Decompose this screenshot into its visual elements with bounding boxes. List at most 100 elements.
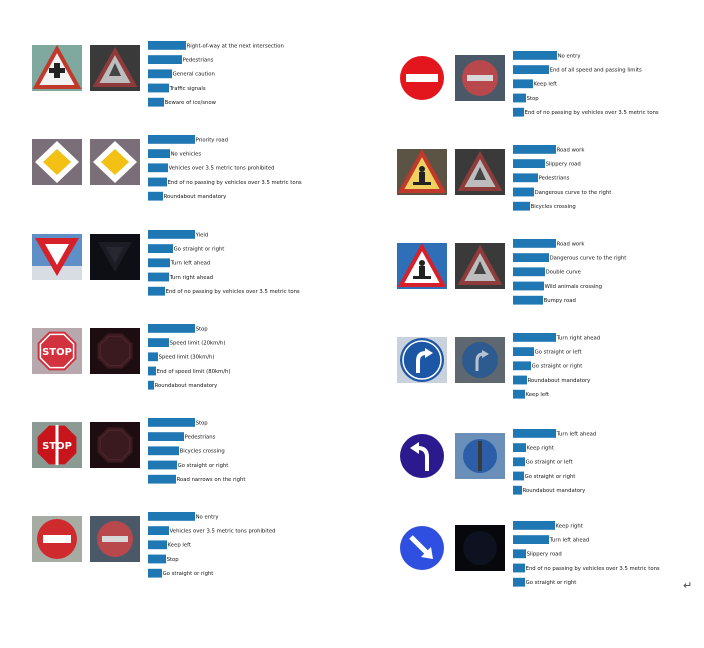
bar	[513, 51, 557, 60]
bar-label: Roundabout mandatory	[528, 378, 591, 384]
bar-label: End of speed limit (80km/h)	[157, 369, 231, 375]
bar-label: Vehicles over 3.5 metric tons prohibited	[169, 166, 275, 172]
top5-bar-chart: No entry Vehicles over 3.5 metric tons pr…	[148, 512, 276, 578]
bar	[148, 286, 165, 296]
bar	[148, 97, 164, 107]
bar-label: General caution	[173, 72, 215, 78]
top5-bar-chart: Right-of-way at the next intersection Ped…	[148, 41, 284, 107]
top5-bar-chart: Stop Speed limit (20km/h) Speed limit (30k…	[148, 324, 231, 390]
sign-picture	[397, 55, 447, 101]
sign-picture	[32, 45, 82, 91]
input-sign-image: STOP	[32, 422, 82, 468]
sign-picture	[455, 149, 505, 195]
prediction-panel-2: No entry End of all speed and passing lim…	[397, 51, 704, 135]
bar-label: Go straight or right	[526, 580, 577, 586]
sign-picture	[32, 139, 82, 185]
bar	[513, 333, 556, 342]
bar-label: Stop	[196, 420, 209, 426]
sign-picture	[397, 149, 447, 195]
prediction-panel-11: No entry Vehicles over 3.5 metric tons pr…	[32, 512, 362, 596]
bar	[148, 69, 172, 79]
bar	[148, 568, 162, 578]
bar	[513, 239, 556, 248]
bar-label: Pedestrians	[539, 176, 570, 182]
bar	[148, 41, 186, 50]
bar	[513, 429, 556, 438]
bar-label: Go straight or left	[526, 460, 573, 466]
sign-picture	[455, 55, 505, 101]
bar-label: Turn right ahead	[556, 335, 601, 341]
prediction-panel-4: Road work Slippery road Pedestrians Dangero…	[397, 145, 704, 229]
sign-picture: STOP	[32, 328, 82, 374]
bar	[148, 540, 167, 550]
bar-label: Keep left	[526, 392, 549, 398]
bar-label: Pedestrians	[185, 435, 216, 441]
processed-sign-image	[455, 525, 505, 571]
bar-label: Turn left ahead	[170, 261, 211, 267]
bar-label: Bicycles crossing	[531, 204, 576, 210]
top5-bar-chart: Road work Slippery road Pedestrians Dangero…	[513, 145, 612, 211]
bar	[513, 173, 538, 183]
bar-label: Roundabout mandatory	[155, 383, 218, 389]
bar	[513, 389, 525, 399]
bar	[148, 338, 169, 347]
bar-label: Vehicles over 3.5 metric tons prohibited	[170, 529, 276, 535]
bar-label: Go straight or right	[178, 463, 229, 469]
bar	[148, 244, 173, 253]
bar-label: End of no passing by vehicles over 3.5 m…	[525, 110, 659, 116]
processed-sign-image	[455, 433, 505, 479]
bar-label: Turn left ahead	[556, 431, 597, 437]
bar	[513, 201, 530, 211]
bar-label: Dangerous curve to the right	[535, 190, 612, 196]
bar-label: Go straight or right	[532, 364, 583, 370]
processed-sign-image	[455, 337, 505, 383]
bar	[513, 187, 534, 197]
bar-label: Priority road	[196, 137, 228, 143]
bar-label: Bumpy road	[544, 298, 576, 304]
sign-picture	[455, 243, 505, 289]
bar	[148, 432, 184, 441]
bar-label: Keep left	[534, 82, 557, 88]
sign-picture	[32, 234, 82, 280]
bar	[513, 443, 526, 452]
bar	[148, 258, 170, 268]
bar	[513, 107, 524, 117]
bar	[148, 163, 168, 173]
bar	[513, 535, 549, 544]
bar-label: Roundabout mandatory	[164, 194, 227, 200]
sign-picture	[90, 516, 140, 562]
prediction-panel-12: Keep right Turn left ahead Slippery road En…	[397, 521, 704, 605]
bar	[148, 230, 195, 239]
top5-bar-chart: Road work Dangerous curve to the right Dou…	[513, 239, 626, 305]
bar-label: Go straight or left	[535, 350, 582, 356]
bar	[148, 352, 158, 362]
return-mark: ↵	[683, 579, 693, 592]
prediction-panel-6: Road work Dangerous curve to the right Dou…	[397, 239, 704, 323]
bar-label: Road narrows on the right	[177, 477, 246, 483]
bar	[148, 272, 169, 282]
bar	[148, 135, 195, 144]
bar-label: No entry	[196, 514, 219, 520]
sign-picture: STOP	[32, 422, 82, 468]
bar-label: Beware of ice/snow	[165, 100, 217, 106]
processed-sign-image	[90, 516, 140, 562]
processed-sign-image	[455, 243, 505, 289]
bar-label: End of no passing by vehicles over 3.5 m…	[166, 289, 300, 295]
sign-picture	[455, 525, 505, 571]
bar-label: Roundabout mandatory	[523, 488, 586, 494]
bar-label: Stop	[167, 557, 180, 563]
processed-sign-image	[455, 55, 505, 101]
bar-label: Slippery road	[546, 162, 581, 168]
sign-picture	[397, 337, 447, 383]
bar-label: No entry	[558, 53, 581, 59]
processed-sign-image	[90, 234, 140, 280]
bar	[148, 474, 176, 484]
input-sign-image	[32, 45, 82, 91]
bar	[148, 149, 170, 158]
input-sign-image	[397, 337, 447, 383]
bar-label: Yield	[195, 232, 209, 238]
bar	[513, 65, 549, 74]
bar	[513, 375, 527, 385]
bar	[148, 554, 166, 564]
input-sign-image	[397, 525, 447, 571]
